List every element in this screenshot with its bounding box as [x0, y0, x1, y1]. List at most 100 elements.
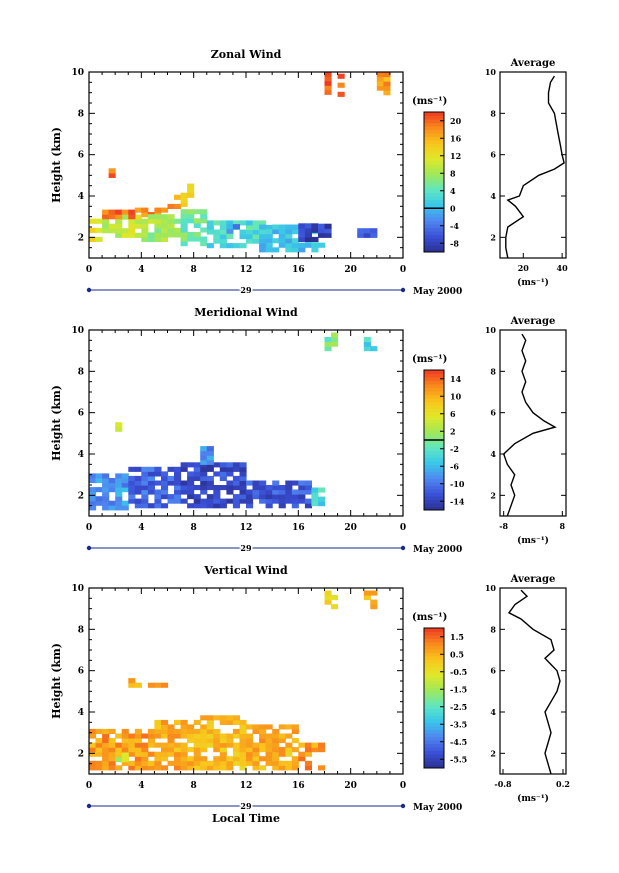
colorbar-segment	[424, 684, 444, 688]
heatmap-cell	[141, 212, 149, 218]
heatmap-cell	[246, 724, 254, 730]
heatmap-cell	[246, 751, 254, 757]
heatmap-cell	[174, 760, 182, 766]
heatmap-cell	[187, 192, 195, 198]
heatmap-cell	[232, 715, 240, 721]
heatmap-cell	[89, 505, 97, 511]
heatmap-cell	[95, 478, 103, 484]
heatmap-cell	[141, 751, 149, 757]
heatmap-cell	[128, 498, 136, 504]
heatmap-cell	[259, 494, 267, 500]
heatmap-cell	[167, 494, 175, 500]
heatmap-cell	[141, 485, 149, 491]
heatmap-cell	[154, 503, 162, 509]
heatmap-cell	[108, 728, 116, 734]
heatmap-cell	[376, 85, 384, 91]
heatmap-cell	[324, 80, 332, 86]
heatmap-cell	[219, 238, 227, 244]
heatmap-cell	[187, 485, 195, 491]
heatmap-cell	[226, 228, 234, 234]
heatmap-cell	[278, 738, 286, 744]
heatmap-cell	[226, 719, 234, 725]
heatmap-cell	[232, 475, 240, 481]
heatmap-cell	[239, 742, 247, 748]
colorbar-tick-label: -4.5	[450, 737, 467, 747]
heatmap-cell	[102, 500, 110, 506]
colorbar-segment	[424, 391, 444, 395]
heatmap-cell	[134, 214, 142, 220]
heatmap-cell	[121, 487, 129, 493]
heatmap-cell	[128, 742, 136, 748]
heatmap-cell	[239, 751, 247, 757]
colorbar-segment	[424, 220, 444, 225]
heatmap-cell	[95, 760, 103, 766]
heatmap-cell	[193, 738, 201, 744]
y-tick-label: 10	[71, 584, 84, 594]
heatmap-cell	[259, 242, 267, 248]
colorbar-segment	[424, 719, 444, 723]
heatmap-cell	[239, 220, 247, 226]
heatmap-cell	[134, 742, 142, 748]
heatmap-cell	[187, 471, 195, 477]
heatmap-cell	[226, 715, 234, 721]
heatmap-cell	[200, 498, 208, 504]
date-month-label: May 2000	[413, 803, 462, 813]
heatmap-cell	[370, 232, 378, 238]
colorbar-segment	[424, 387, 444, 392]
heatmap-cell	[200, 213, 208, 219]
colorbar-tick-label: -8	[450, 238, 459, 248]
heatmap-cell	[180, 747, 188, 753]
heatmap-cell	[213, 229, 221, 235]
heatmap-cell	[272, 485, 280, 491]
heatmap-cell	[102, 765, 110, 771]
colorbar-segment	[424, 631, 444, 636]
heatmap-cell	[226, 489, 234, 495]
heatmap-cell	[304, 498, 312, 504]
heatmap-cell	[285, 480, 293, 486]
heatmap-cell	[324, 76, 332, 82]
date-line-end	[400, 803, 406, 809]
heatmap-cell	[134, 207, 142, 213]
heatmap-cell	[219, 751, 227, 757]
heatmap-cell	[285, 724, 293, 730]
colorbar-segment	[424, 440, 444, 444]
heatmap-cell	[304, 223, 312, 229]
heatmap-cell	[134, 733, 142, 739]
heatmap-cell	[259, 247, 267, 253]
y-tick-label: 4	[78, 708, 84, 718]
heatmap-cell	[219, 498, 227, 504]
heatmap-cell	[95, 742, 103, 748]
heatmap-cell	[134, 747, 142, 753]
heatmap-cell	[174, 471, 182, 477]
heatmap-cell	[121, 473, 129, 479]
heatmap-cell	[206, 475, 214, 481]
heatmap-cell	[206, 446, 214, 452]
colorbar-tick-label: -0.5	[450, 667, 467, 677]
colorbar-segment	[424, 645, 444, 650]
x-tick-label: 0	[86, 523, 92, 533]
heatmap-cell	[291, 756, 299, 762]
heatmap-cell	[272, 733, 280, 739]
x-tick-label: 16	[292, 523, 305, 533]
colorbar-segment	[424, 736, 444, 741]
colorbar-segment	[424, 210, 444, 214]
heatmap-cell	[206, 480, 214, 486]
heatmap-cell	[128, 765, 136, 771]
heatmap-cell	[115, 473, 123, 479]
colorbar-tick-label: 14	[450, 374, 462, 384]
heatmap-cell	[180, 728, 188, 734]
x-tick-label: 0	[400, 781, 406, 791]
heatmap-cell	[121, 733, 129, 739]
colorbar-segment	[424, 224, 444, 228]
heatmap-cell	[141, 503, 149, 509]
heatmap-cell	[265, 503, 273, 509]
heatmap-cell	[239, 471, 247, 477]
heatmap-cell	[304, 742, 312, 748]
panel-title: Zonal Wind	[211, 48, 282, 61]
heatmap-cell	[102, 738, 110, 744]
heatmap-cell	[337, 82, 345, 88]
avg-y-tick-label: 2	[490, 232, 496, 242]
heatmap-cell	[180, 760, 188, 766]
heatmap-cell	[219, 234, 227, 240]
heatmap-cell	[154, 728, 162, 734]
